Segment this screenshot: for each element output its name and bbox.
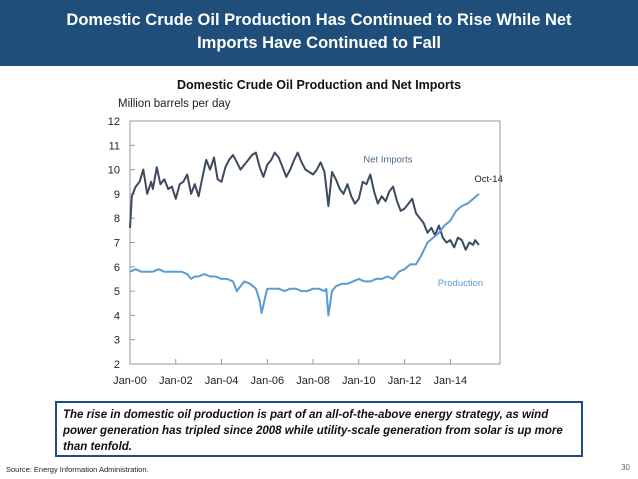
y-tick-label: 7 — [114, 238, 120, 250]
annotation-label: Production — [438, 278, 483, 289]
y-tick-label: 4 — [114, 310, 120, 322]
x-tick-label: Jan-08 — [296, 375, 330, 387]
y-tick-label: 6 — [114, 262, 120, 274]
y-tick-label: 11 — [109, 140, 120, 152]
source-note: Source: Energy Information Administratio… — [6, 465, 149, 474]
x-tick-label: Jan-00 — [113, 375, 147, 387]
y-tick-label: 2 — [114, 359, 120, 371]
x-tick-label: Jan-12 — [388, 375, 422, 387]
plot-frame — [130, 121, 500, 364]
y-tick-label: 5 — [114, 286, 120, 298]
y-axis: 2 3 4 5 6 7 8 9 10 11 12 — [108, 116, 135, 371]
annotation-label: Net Imports — [363, 154, 412, 165]
series-line-production — [130, 194, 479, 316]
x-tick-label: Jan-06 — [250, 375, 284, 387]
y-tick-label: 12 — [108, 116, 120, 128]
y-tick-label: 8 — [114, 213, 120, 225]
x-tick-label: Jan-14 — [434, 375, 468, 387]
y-tick-label: 10 — [108, 165, 120, 177]
annotation-layer: Net Imports Oct-14 Production — [363, 154, 502, 289]
x-tick-label: Jan-10 — [342, 375, 376, 387]
page-number: 30 — [621, 463, 630, 472]
x-axis: Jan-00 Jan-02 Jan-04 Jan-06 Jan-08 Jan-10 Jan-… — [113, 359, 467, 387]
callout-box: The rise in domestic oil production is p… — [55, 401, 583, 457]
annotation-label: Oct-14 — [474, 174, 503, 185]
y-tick-label: 3 — [114, 335, 120, 347]
x-tick-label: Jan-04 — [205, 375, 239, 387]
y-tick-label: 9 — [114, 189, 120, 201]
series-layer — [130, 153, 479, 316]
x-tick-label: Jan-02 — [159, 375, 193, 387]
series-line-net-imports — [130, 153, 479, 250]
